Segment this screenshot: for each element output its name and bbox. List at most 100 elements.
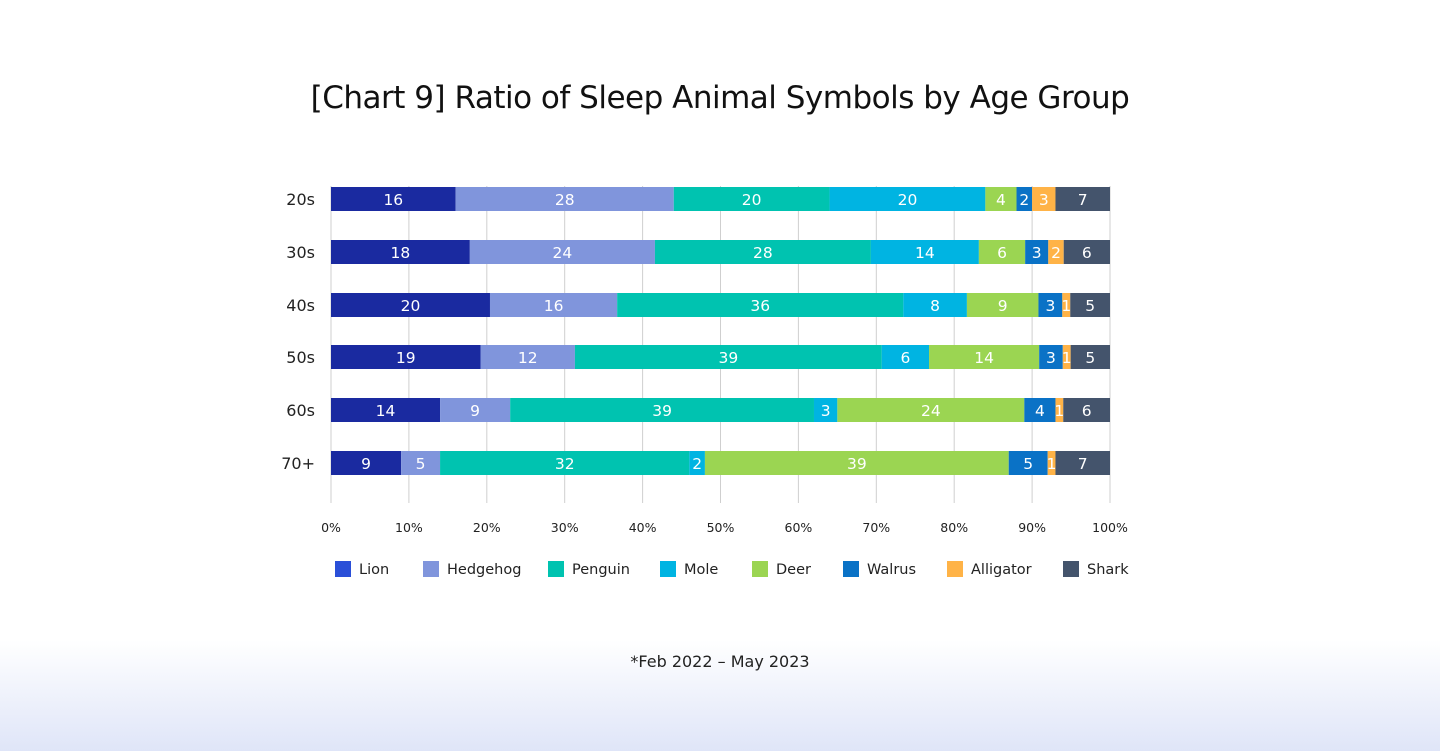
bar-segment-alligator [1047,451,1056,475]
legend-label: Hedgehog [447,562,521,578]
bar-segment-mole [813,398,838,422]
bar-segment-mole [903,293,967,317]
bar-segment-deer [704,451,1009,475]
y-category-label: 70+ [281,454,315,473]
bar-segment-shark [1070,345,1110,369]
bar-segment-walrus [1025,240,1049,264]
data-label: 16 [544,297,564,315]
data-label: 28 [555,191,575,209]
data-label: 5 [416,455,426,473]
data-label: 9 [470,402,480,420]
data-label: 39 [847,455,867,473]
bar-segment-shark [1055,187,1110,211]
bar-segment-penguin [617,293,904,317]
bar-segment-lion [331,293,490,317]
x-tick-label: 80% [940,520,968,535]
data-label: 14 [376,402,396,420]
bar-segment-alligator [1055,398,1064,422]
data-label: 9 [361,455,371,473]
data-label: 3 [1039,191,1049,209]
x-tick-label: 60% [785,520,813,535]
legend-swatch-mole [660,561,676,577]
x-tick-label: 0% [321,520,341,535]
data-label: 2 [1051,244,1061,262]
bar-segment-penguin [574,345,882,369]
legend-label: Walrus [867,562,916,578]
data-label: 18 [391,244,411,262]
data-label: 9 [998,297,1008,315]
data-label: 5 [1085,349,1095,367]
data-label: 24 [921,402,941,420]
bar-segment-walrus [1024,398,1056,422]
data-label: 6 [1082,244,1092,262]
bar-segment-mole [829,187,986,211]
bar-segment-walrus [1008,451,1048,475]
bar-segment-lion [331,398,441,422]
data-label: 19 [396,349,416,367]
data-label: 4 [1035,402,1045,420]
bar-segment-lion [331,187,456,211]
data-label: 1 [1061,297,1071,315]
data-label: 6 [1082,402,1092,420]
data-label: 3 [1032,244,1042,262]
bar-segment-walrus [1039,345,1063,369]
data-label: 3 [1045,297,1055,315]
data-label: 28 [753,244,773,262]
x-tick-label: 100% [1092,520,1128,535]
y-category-label: 30s [286,243,315,262]
x-tick-label: 40% [629,520,657,535]
bar-segment-deer [837,398,1025,422]
bar-segment-deer [929,345,1040,369]
bar-segment-lion [331,345,481,369]
bar-segment-mole [689,451,705,475]
legend-swatch-hedgehog [423,561,439,577]
bar-segment-hedgehog [401,451,441,475]
legend-label: Lion [359,562,389,578]
data-label: 24 [553,244,573,262]
data-label: 4 [996,191,1006,209]
y-category-label: 50s [286,348,315,367]
bar-segment-mole [881,345,930,369]
legend-label: Alligator [971,562,1032,578]
bar-segment-penguin [673,187,830,211]
bar-segment-shark [1055,451,1110,475]
data-label: 5 [1023,455,1033,473]
data-label: 16 [383,191,403,209]
data-label: 7 [1078,191,1088,209]
bar-segment-deer [966,293,1039,317]
data-label: 2 [1019,191,1029,209]
x-tick-label: 50% [707,520,735,535]
bar-segment-alligator [1032,187,1056,211]
bar-segment-penguin [510,398,814,422]
x-tick-label: 10% [395,520,423,535]
data-label: 39 [719,349,739,367]
legend-label: Mole [684,562,718,578]
y-category-label: 40s [286,296,315,315]
bar-segment-hedgehog [480,345,575,369]
x-tick-label: 70% [862,520,890,535]
data-label: 14 [915,244,935,262]
bar-segment-penguin [654,240,871,264]
legend-label: Deer [776,562,811,578]
data-label: 7 [1078,455,1088,473]
data-label: 1 [1062,349,1072,367]
data-label: 20 [898,191,918,209]
bar-segment-deer [978,240,1026,264]
data-label: 20 [401,297,421,315]
bar-segment-lion [331,451,402,475]
bar-segment-alligator [1062,293,1071,317]
data-label: 32 [555,455,575,473]
bar-segment-hedgehog [440,398,511,422]
legend-swatch-deer [752,561,768,577]
data-label: 8 [930,297,940,315]
bar-segment-deer [985,187,1017,211]
bar-segment-alligator [1048,240,1064,264]
legend-swatch-penguin [548,561,564,577]
data-label: 3 [821,402,831,420]
legend-label: Penguin [572,562,630,578]
bar-segment-hedgehog [455,187,674,211]
data-label: 2 [692,455,702,473]
footnote: *Feb 2022 – May 2023 [630,652,810,671]
data-label: 14 [974,349,994,367]
data-label: 1 [1054,402,1064,420]
